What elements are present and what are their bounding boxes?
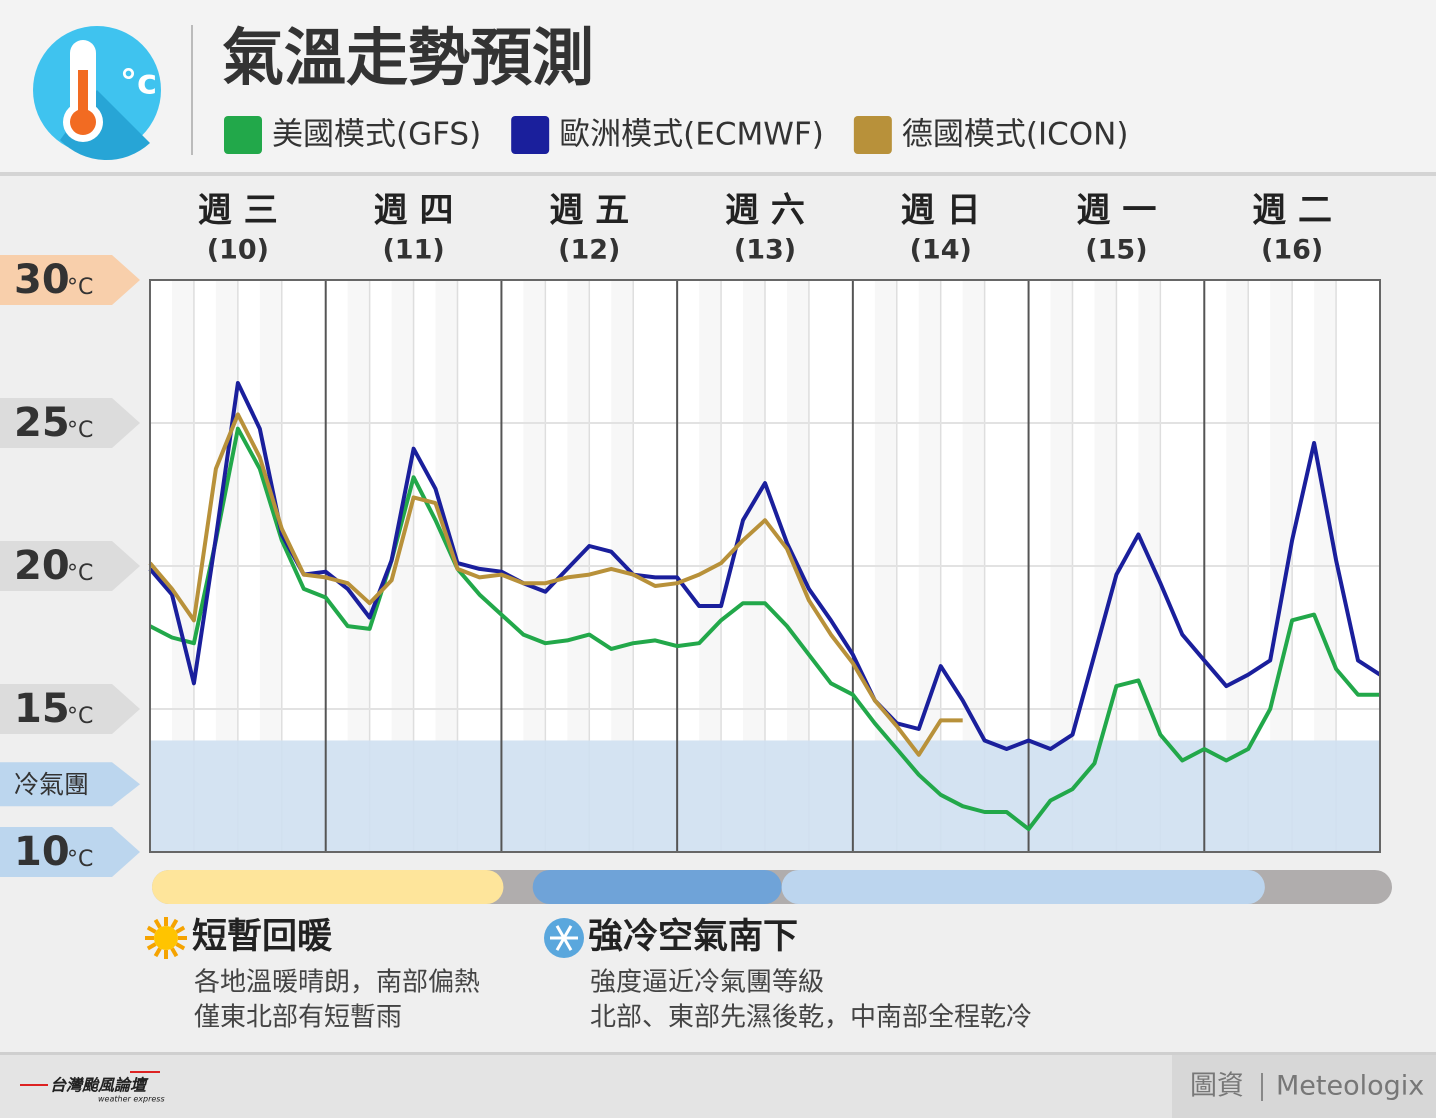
cold-air-flag [0,762,140,807]
day-date: (15) [1085,235,1147,266]
y-tick-label: 10 [14,829,70,875]
logo-sub: weather express [98,1095,165,1104]
day-label: 週 日 [901,191,981,231]
title: 氣溫走勢預測 [222,21,594,94]
day-label: 週 三 [198,191,278,231]
series-line [148,381,1382,751]
day-date: (10) [207,235,269,266]
y-tick-flag [0,398,140,448]
y-tick-label: 25 [14,400,70,446]
sun-ray [175,925,186,934]
y-tick-unit: °C [67,418,93,443]
note-title: 強冷空氣南下 [588,917,798,957]
note-line: 各地溫暖晴朗，南部偏熱 [194,968,480,998]
period-bar [781,870,1265,904]
day-label: 週 五 [549,191,629,231]
series-line [149,426,1380,832]
plot-frame [149,279,1381,853]
legend: 美國模式(GFS) 歐洲模式(ECMWF) 德國模式(ICON) [224,116,1128,154]
note-line: 僅東北部有短暫雨 [194,1003,402,1033]
y-tick-flag [0,684,140,734]
legend-label: 美國模式(GFS) [272,117,481,153]
legend-swatch [853,116,892,154]
y-tick-unit: °C [67,561,93,586]
y-tick-label: 20 [14,543,70,589]
legend-swatch [224,116,262,154]
day-label: 週 二 [1252,191,1332,231]
sun-ray [153,918,162,929]
cold-air-band [150,740,1380,852]
thermometer-icon: °c [33,26,161,161]
header-rule [0,172,1436,176]
cold-air-label: 冷氣團 [14,770,89,799]
y-tick-label: 30 [14,257,70,303]
y-tick-flag [0,541,140,591]
legend-label: 歐洲模式(ECMWF) [559,117,824,153]
sun-ray [153,947,162,958]
source-box [1172,1055,1436,1118]
day-label: 週 一 [1077,191,1157,231]
snow-icon [544,918,584,958]
y-tick-unit: °C [67,275,93,300]
source: Meteologix [1276,1071,1424,1102]
period-bar [532,870,782,904]
sun-ray [170,918,179,929]
legend-swatch [511,116,550,154]
day-date: (12) [558,235,620,266]
sun-core [154,926,178,950]
period-bar [152,870,504,904]
sun-ray [146,942,157,951]
y-tick-flag [0,255,140,305]
day-label: 週 四 [374,191,454,231]
logo: 台灣颱風論壇 [50,1076,149,1095]
sun-icon [145,917,187,959]
y-tick-unit: °C [67,847,93,872]
note-title: 短暫回暖 [192,917,333,957]
y-tick-unit: °C [67,704,93,729]
y-tick-label: 15 [14,686,70,732]
day-date: (14) [910,235,972,266]
footer-rule [0,1052,1436,1055]
day-label: 週 六 [725,191,805,231]
note-line: 強度逼近冷氣團等級 [590,968,824,998]
sun-ray [170,947,179,958]
series-line [148,412,963,757]
note-line: 北部、東部先濕後乾，中南部全程乾冷 [590,1003,1032,1033]
day-date: (11) [382,235,444,266]
sun-ray [146,925,157,934]
y-tick-flag [0,827,140,877]
day-date: (16) [1261,235,1323,266]
sun-ray [175,942,186,951]
snow-arm [555,925,573,951]
source-label: 圖資 [1190,1071,1244,1102]
day-date: (13) [734,235,796,266]
legend-label: 德國模式(ICON) [902,117,1129,153]
svg-text:°c: °c [120,63,157,103]
